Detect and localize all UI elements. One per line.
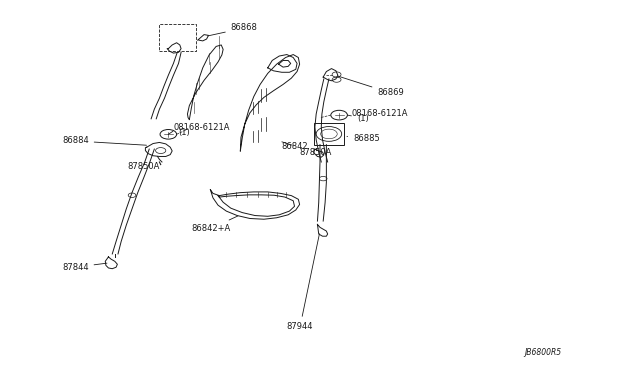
Text: 87944: 87944 [287, 234, 319, 331]
Text: 86868: 86868 [208, 23, 258, 36]
Text: 08168-6121A: 08168-6121A [352, 109, 408, 118]
Text: 86884: 86884 [62, 137, 147, 145]
Text: (1): (1) [179, 128, 190, 137]
Text: 87844: 87844 [62, 263, 107, 272]
Text: 86842: 86842 [282, 142, 308, 151]
Text: 08168-6121A: 08168-6121A [173, 123, 230, 132]
Text: 86842+A: 86842+A [191, 216, 238, 233]
Bar [314, 123, 344, 145]
Text: 86869: 86869 [338, 76, 404, 97]
Text: JB6800R5: JB6800R5 [524, 349, 561, 357]
Text: (1): (1) [357, 114, 369, 123]
Text: 86885: 86885 [347, 134, 380, 143]
Text: 87850A: 87850A [300, 148, 332, 157]
Text: 87850A: 87850A [127, 162, 160, 171]
